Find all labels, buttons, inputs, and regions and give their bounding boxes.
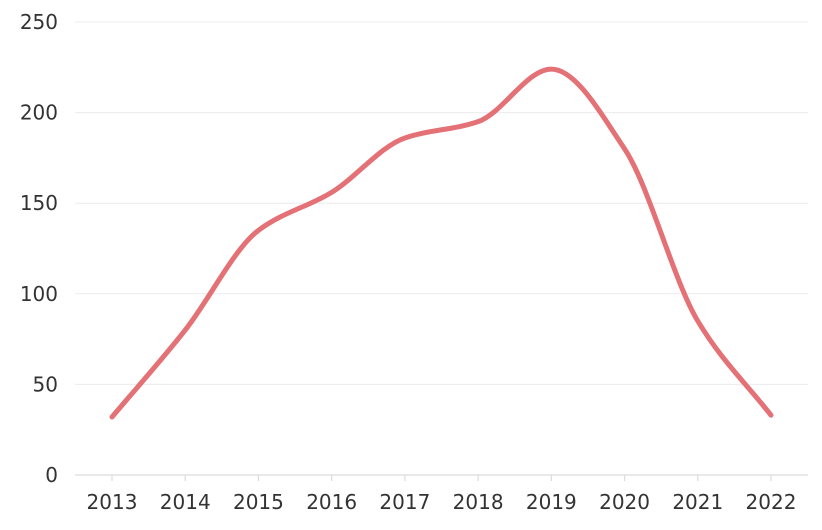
x-tick-label: 2022 bbox=[746, 490, 797, 514]
x-tick-label: 2019 bbox=[526, 490, 577, 514]
x-tick-label: 2014 bbox=[160, 490, 211, 514]
y-axis-ticks: 0 50 100 150 200 250 bbox=[20, 10, 58, 487]
y-tick-label: 250 bbox=[20, 10, 58, 34]
series-line-0 bbox=[109, 66, 774, 420]
y-tick-label: 150 bbox=[20, 191, 58, 215]
gridlines bbox=[75, 21, 808, 476]
x-tick-label: 2013 bbox=[87, 490, 138, 514]
y-tick-label: 0 bbox=[45, 463, 58, 487]
y-tick-label: 100 bbox=[20, 282, 58, 306]
x-tick-label: 2015 bbox=[233, 490, 284, 514]
x-tick-label: 2018 bbox=[453, 490, 504, 514]
y-tick-label: 50 bbox=[33, 372, 58, 396]
series bbox=[109, 66, 774, 420]
x-tick-label: 2021 bbox=[672, 490, 723, 514]
x-tick-label: 2020 bbox=[599, 490, 650, 514]
x-tick-label: 2017 bbox=[379, 490, 430, 514]
x-tick-label: 2016 bbox=[306, 490, 357, 514]
y-tick-label: 200 bbox=[20, 101, 58, 125]
x-axis-ticks: 2013 2014 2015 2016 2017 2018 2019 2020 2021 2022 bbox=[87, 475, 797, 514]
